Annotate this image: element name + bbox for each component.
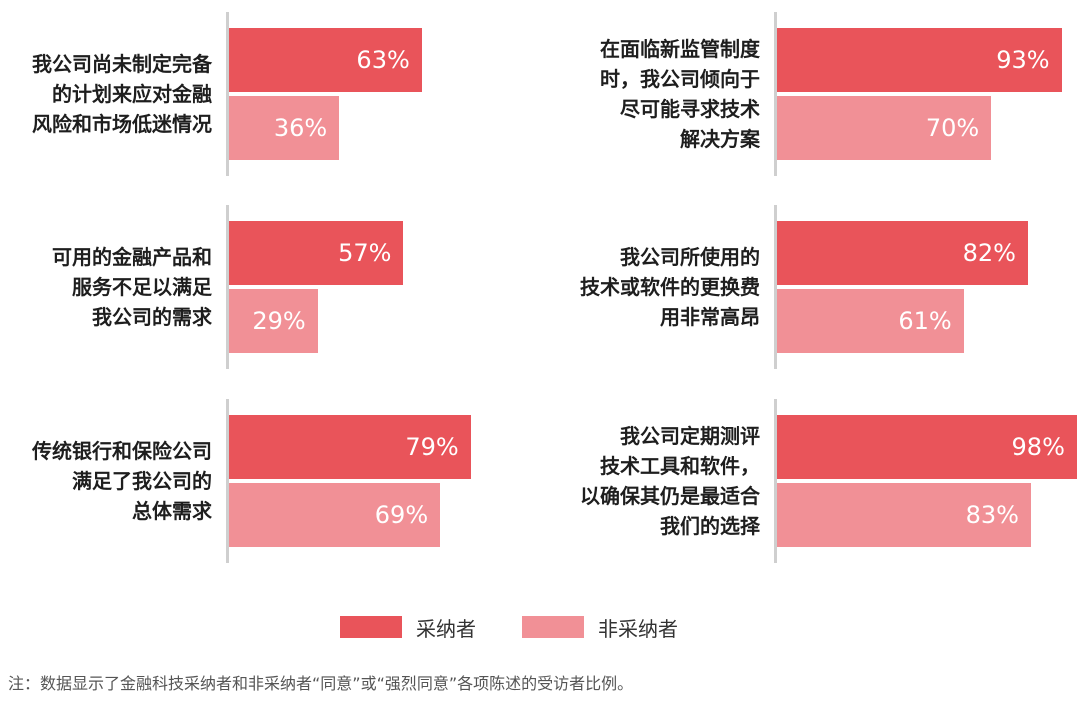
data-label: 83% [965,501,1019,529]
bar-adopters: 93% [777,28,1062,92]
bar-adopters: 57% [229,221,404,285]
bar-non-adopters: 83% [777,483,1031,547]
bar-non-adopters: 69% [229,483,441,547]
data-label: 93% [996,46,1050,74]
data-label: 79% [405,433,459,461]
legend-swatch-non-adopters [522,616,584,638]
legend-label-non-adopters: 非采纳者 [598,616,678,641]
bar-non-adopters: 29% [229,289,318,353]
data-label: 69% [374,501,429,529]
axis-line [226,12,229,176]
axis-line [226,205,229,369]
legend-item-adopters: 采纳者 [340,612,476,642]
footnote: 注：数据显示了金融科技采纳者和非采纳者“同意”或“强烈同意”各项陈述的受访者比例… [8,674,634,693]
category-label: 传统银行和保险公司 满足了我公司的 总体需求 [32,439,212,523]
data-label: 82% [962,239,1016,267]
axis-line [774,205,777,369]
axis-line [774,399,777,563]
bar-adopters: 82% [777,221,1028,285]
data-label: 57% [338,239,392,267]
data-label: 61% [898,307,952,335]
category-label: 在面临新监管制度 时，我公司倾向于 尽可能寻求技术 解决方案 [600,37,760,151]
bar-adopters: 79% [229,415,471,479]
category-label: 我公司尚未制定完备 的计划来应对金融 风险和市场低迷情况 [32,52,212,136]
legend-label-adopters: 采纳者 [416,616,476,641]
data-label: 70% [925,114,980,142]
axis-line [226,399,229,563]
data-label: 29% [252,307,306,335]
bar-adopters: 63% [229,28,422,92]
category-label: 我公司定期测评 技术工具和软件， 以确保其仍是最适合 我们的选择 [580,424,760,538]
data-label: 98% [1011,433,1065,461]
data-label: 63% [356,46,410,74]
data-label: 36% [273,114,328,142]
bar-non-adopters: 36% [229,96,340,160]
category-label: 我公司所使用的 技术或软件的更换费 用非常高昂 [580,245,760,329]
legend-item-non-adopters: 非采纳者 [522,612,678,642]
category-label: 可用的金融产品和 服务不足以满足 我公司的需求 [52,245,212,329]
bar-adopters: 98% [777,415,1077,479]
legend-swatch-adopters [340,616,402,638]
bar-non-adopters: 70% [777,96,992,160]
bar-non-adopters: 61% [777,289,964,353]
axis-line [774,12,777,176]
